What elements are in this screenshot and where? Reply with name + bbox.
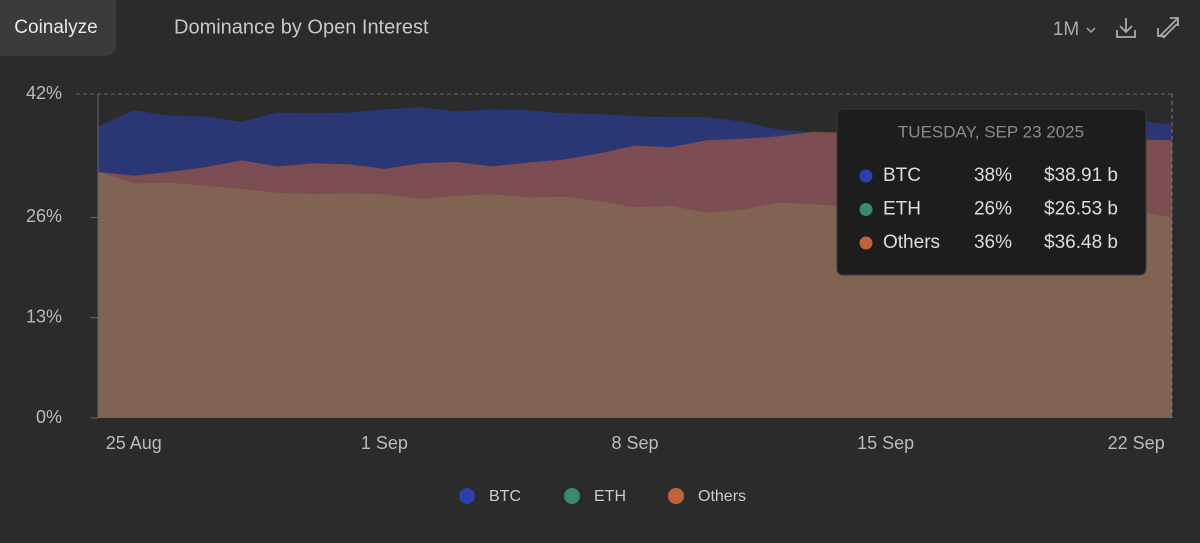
tooltip-amount: $38.91 b <box>1044 165 1118 186</box>
x-tick-label: 25 Aug <box>106 433 162 453</box>
brand-tab[interactable] <box>0 0 116 56</box>
period-selector[interactable]: 1M <box>1053 19 1079 40</box>
x-tick-label: 1 Sep <box>361 433 408 453</box>
legend-label: Others <box>698 488 746 505</box>
tooltip-title: TUESDAY, SEP 23 2025 <box>898 122 1084 141</box>
tooltip-percent: 38% <box>974 165 1012 186</box>
tooltip-dot <box>859 236 873 250</box>
tooltip-percent: 26% <box>974 199 1012 220</box>
tooltip-dot <box>859 169 873 183</box>
y-tick-label: 26% <box>26 206 62 226</box>
legend-swatch <box>459 488 475 504</box>
y-tick-label: 42% <box>26 83 62 103</box>
y-tick-label: 0% <box>36 407 62 427</box>
chevron[interactable] <box>1086 27 1096 34</box>
legend-item[interactable]: Others <box>668 488 746 505</box>
tooltip-dot <box>859 203 873 216</box>
x-tick-label: 15 Sep <box>857 433 914 453</box>
x-tick-label: 22 Sep <box>1108 433 1165 453</box>
legend-label: BTC <box>489 488 521 505</box>
brand[interactable]: Coinalyze <box>14 17 97 38</box>
download-icon[interactable] <box>1116 18 1136 38</box>
tooltip-name: Others <box>883 232 940 253</box>
tooltip-box <box>836 108 1147 276</box>
tooltip-name: ETH <box>883 199 921 220</box>
x-tick-label: 8 Sep <box>611 433 658 453</box>
legend-swatch <box>668 488 684 504</box>
tooltip-amount: $26.53 b <box>1044 199 1118 220</box>
tooltip-percent: 36% <box>974 232 1012 253</box>
legend-item[interactable]: ETH <box>564 488 626 505</box>
expand-icon[interactable] <box>1157 17 1179 39</box>
tooltip-amount: $36.48 b <box>1044 232 1118 253</box>
tooltip-name: BTC <box>883 165 921 186</box>
legend-item[interactable]: BTC <box>459 488 521 505</box>
legend-swatch <box>564 488 580 504</box>
chart-title: Dominance by Open Interest <box>174 16 429 38</box>
tooltip: TUESDAY, SEP 23 2025 BTC 38% $38.91 b ETH 26%… <box>836 108 1147 276</box>
legend-label: ETH <box>594 488 626 505</box>
y-tick-label: 13% <box>26 306 62 326</box>
legend: BTC ETH Others <box>459 488 746 505</box>
